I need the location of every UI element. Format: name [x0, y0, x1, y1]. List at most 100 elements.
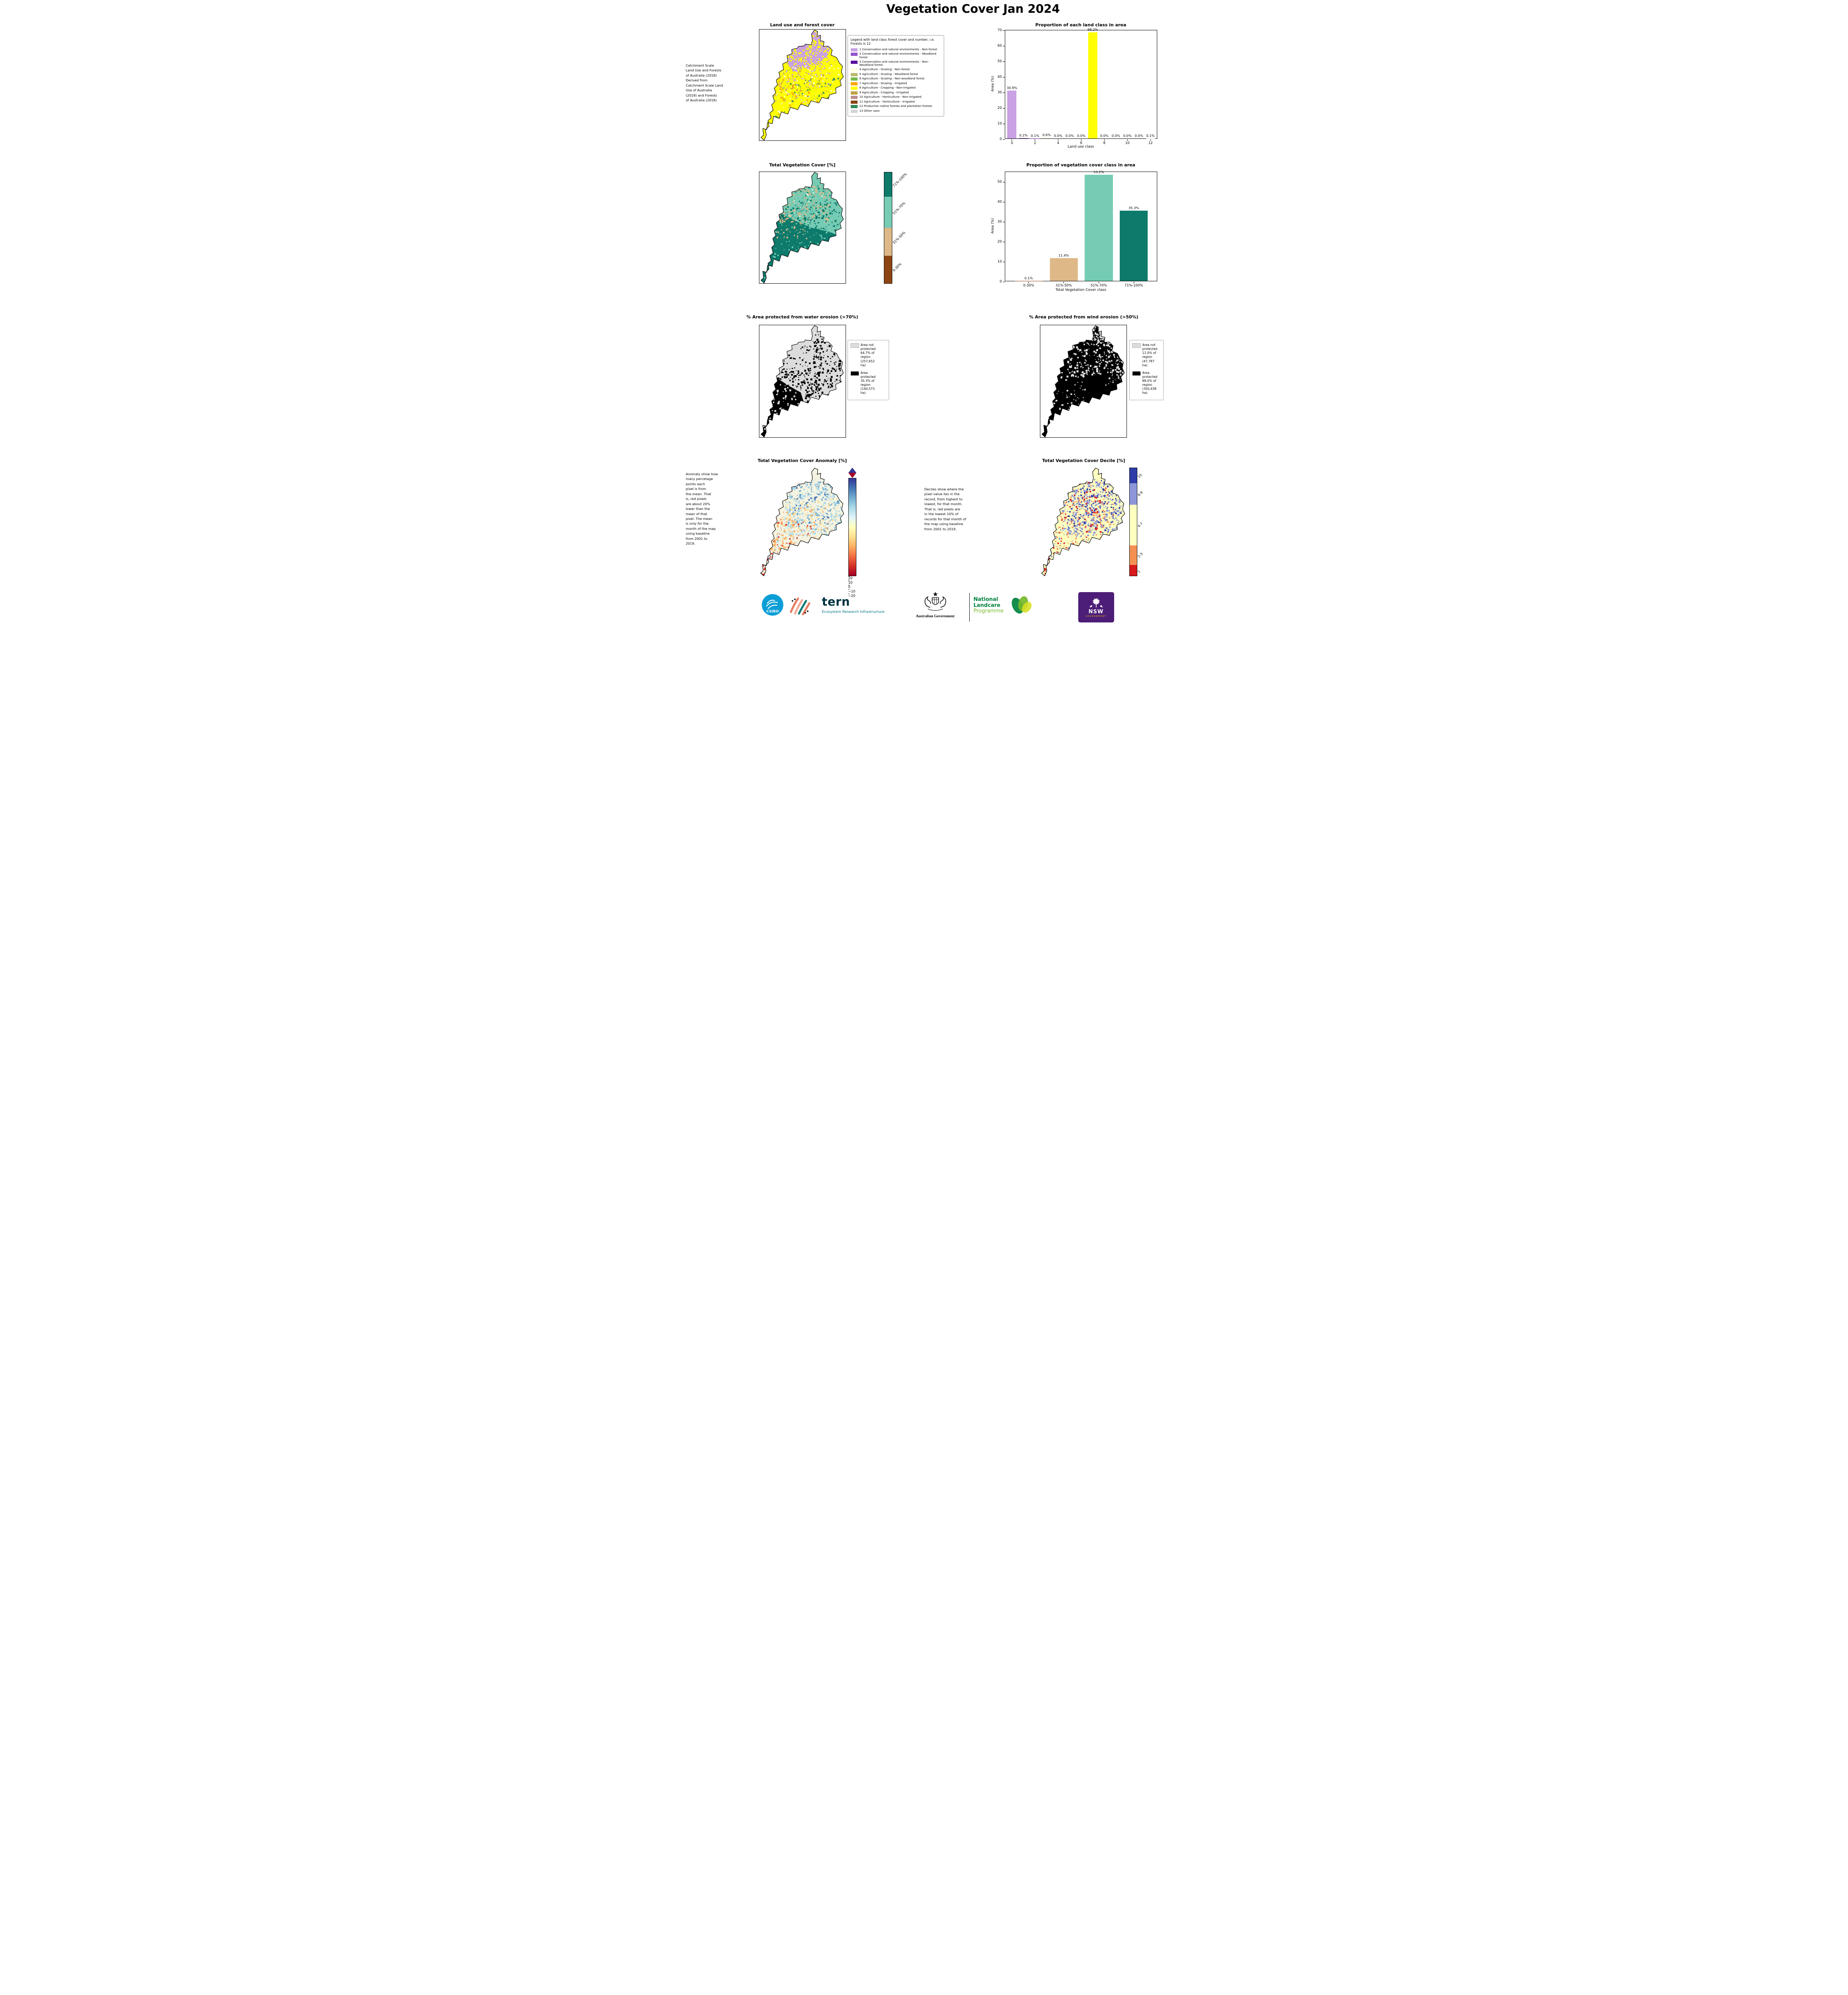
- legend-swatch: [850, 77, 858, 81]
- y-tick: [1002, 61, 1005, 62]
- australian-government-label: Australian Government: [916, 614, 955, 618]
- colorbar-label: 2-3: [1136, 552, 1144, 559]
- csiro-logo: CSIRO: [761, 594, 784, 618]
- colorbar-tick: [848, 589, 850, 590]
- y-tick-label: 70: [997, 28, 1002, 32]
- x-tick-label: 12: [1148, 141, 1153, 145]
- landclass-chart-title: Proportion of each land class in area: [1035, 22, 1127, 28]
- x-tick: [1028, 282, 1029, 283]
- landuse-legend-title: Legend with land class forest cover and …: [850, 38, 935, 46]
- x-tick: [1127, 139, 1128, 141]
- bar: [1007, 90, 1017, 138]
- legend-swatch: [850, 96, 858, 99]
- anomaly-map: [759, 468, 846, 576]
- colorbar-label: 10: [1136, 473, 1143, 479]
- wind-erosion-title: % Area protected from wind erosion (>50%…: [1029, 314, 1138, 320]
- csiro-logo-icon: CSIRO: [761, 594, 783, 616]
- legend-swatch: [850, 109, 858, 113]
- decile-note: Deciles show where the pixel value lies …: [924, 487, 966, 531]
- tern-subtitle: Ecosystem Research Infrastructure: [822, 610, 885, 614]
- colorbar-segment: [1129, 565, 1137, 576]
- erosion-legend-label: Area not protected 12.0% of region (47,7…: [1142, 343, 1158, 367]
- legend-item-label: 1 Conservation and natural environments …: [859, 47, 937, 51]
- bar-value-label: 0.0%: [1134, 134, 1143, 138]
- indigenous-artwork-icon: [790, 597, 810, 616]
- legend-item: 1 Conservation and natural environments …: [850, 47, 941, 51]
- bar: [1120, 210, 1148, 281]
- legend-swatch: [850, 91, 858, 95]
- y-tick-label: 10: [997, 121, 1002, 126]
- legend-item: 13 Other uses: [850, 109, 941, 113]
- vegclass-chart-xlabel: Total Vegetation Cover class: [1055, 288, 1106, 292]
- bar-value-label: 0.0%: [1123, 134, 1132, 138]
- bar-value-label: 0.1%: [1146, 133, 1155, 138]
- erosion-legend-item: Area not protected 64.7% of region (257,…: [850, 343, 886, 367]
- bar-value-label: 68.2%: [1087, 28, 1098, 32]
- y-tick: [1002, 30, 1005, 31]
- landuse-source-note: Catchment Scale Land Use and Forests of …: [686, 63, 723, 103]
- x-tick: [1104, 139, 1105, 141]
- y-tick-label: 30: [997, 90, 1002, 95]
- colorbar-gradient: [848, 478, 856, 576]
- colorbar-segment: [1129, 468, 1137, 483]
- colorbar-label: 8-9: [1136, 490, 1144, 498]
- landuse-map-canvas: [759, 30, 846, 140]
- nsw-government-logo: NSW GOVERNMENT: [1078, 592, 1114, 622]
- erosion-legend-swatch: [850, 371, 859, 375]
- logo-divider: [969, 593, 970, 622]
- bar-value-label: 0.0%: [1111, 134, 1120, 138]
- y-tick-label: 40: [997, 200, 1002, 204]
- landclass-chart: 30.9% 0.2% 0.1% 0.6% 0.0% 0.0% 0.0% 68.2% 0.0% 0.…: [998, 28, 1157, 145]
- colorbar-tick-label: −20: [848, 594, 856, 598]
- colorbar-tick-label: 0: [848, 585, 850, 589]
- legend-swatch: [850, 53, 858, 56]
- vegclass-chart-title: Proportion of vegetation cover class in …: [1026, 162, 1135, 168]
- legend-item: 2 Conservation and natural environments …: [850, 52, 941, 59]
- vegcover-colorbar: 71%-100% 51%-70% 31%-50% 0-30%: [883, 172, 908, 284]
- landclass-chart-ylabel: Area (%): [990, 76, 995, 92]
- y-tick-label: 0: [1000, 137, 1002, 141]
- colorbar-label: 4-7: [1136, 521, 1144, 529]
- colorbar-label: 71%-100%: [891, 172, 908, 188]
- y-tick-label: 20: [997, 239, 1002, 244]
- legend-item: 10 Agriculture - Horticulture - Non-irri…: [850, 95, 941, 99]
- x-tick-label: 10: [1125, 141, 1130, 145]
- landcare-line1: National: [973, 597, 998, 602]
- colorbar-label: 31%-50%: [891, 231, 906, 245]
- x-tick-label: 8: [1103, 141, 1106, 145]
- landcare-leaves-icon: [1009, 593, 1034, 619]
- landuse-map-title: Land use and forest cover: [770, 22, 835, 28]
- legend-item: 8 Agriculture - Cropping - Non-irrigated: [850, 86, 941, 90]
- bar-value-label: 0.0%: [1054, 134, 1063, 138]
- bar: [1050, 258, 1078, 281]
- legend-item: 5 Agriculture - Grazing - Woodland fores…: [850, 72, 941, 76]
- wind-erosion-legend: Area not protected 12.0% of region (47,7…: [1129, 340, 1164, 400]
- australian-government-logo: Australian Government: [915, 591, 956, 618]
- waratah-icon: [1089, 598, 1103, 607]
- colorbar-label: 0-30%: [891, 262, 903, 273]
- legend-item: 12 Production native forests and plantat…: [850, 104, 941, 109]
- legend-swatch: [850, 73, 858, 76]
- y-tick: [1002, 139, 1005, 140]
- figure-root: Vegetation Cover Jan 2024 Land use and f…: [684, 0, 1164, 632]
- legend-swatch: [850, 68, 858, 72]
- y-tick: [1002, 108, 1005, 109]
- bar-value-label: 0.6%: [1042, 132, 1051, 137]
- colorbar-label: 51%-70%: [891, 201, 906, 216]
- bar-value-label: 0.0%: [1077, 134, 1086, 138]
- legend-item: 4 Agriculture - Grazing - Non-forest: [850, 67, 941, 72]
- legend-swatch: [850, 105, 858, 109]
- vegcover-map-canvas: [759, 172, 846, 283]
- legend-item: 6 Agriculture - Grazing - Non-woodland f…: [850, 77, 941, 81]
- x-tick-label: 6: [1080, 141, 1083, 145]
- colorbar-segment: [884, 228, 892, 256]
- legend-item-label: 12 Production native forests and plantat…: [859, 104, 932, 108]
- water-erosion-map-canvas: [759, 325, 846, 437]
- legend-swatch: [850, 100, 858, 104]
- legend-item: 3 Conservation and natural environments …: [850, 60, 941, 67]
- bar-value-label: 0.2%: [1019, 133, 1028, 138]
- colorbar-tick-label: 10: [848, 581, 853, 585]
- decile-map: [1040, 468, 1127, 576]
- water-erosion-title: % Area protected from water erosion (>70…: [746, 314, 858, 320]
- y-tick-label: 20: [997, 106, 1002, 110]
